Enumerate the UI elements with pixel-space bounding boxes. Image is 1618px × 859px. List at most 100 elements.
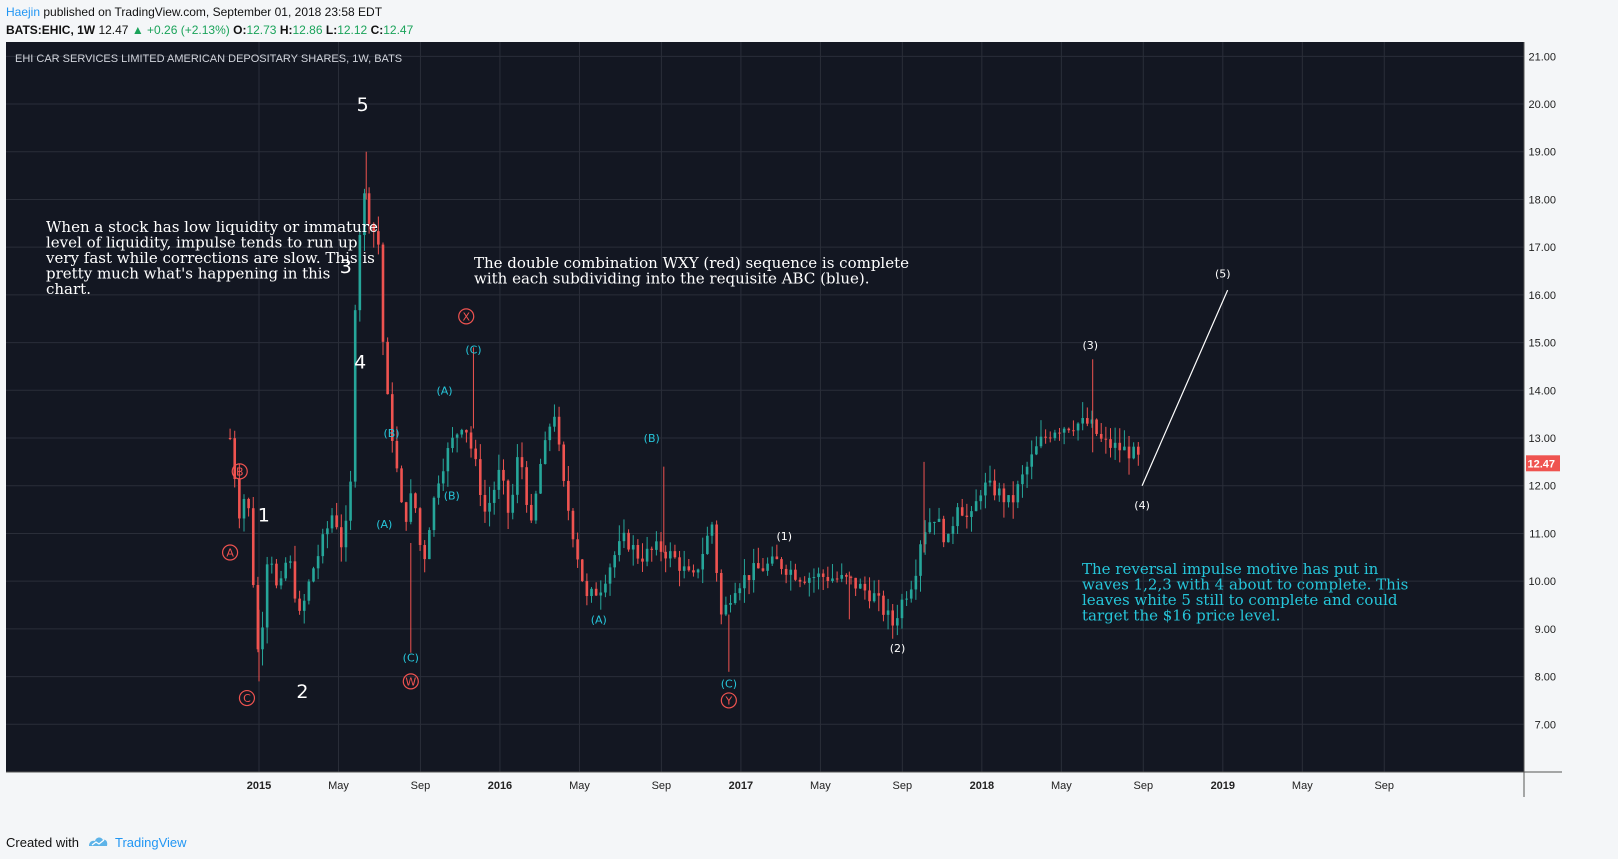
candle-body bbox=[432, 497, 436, 531]
candle-body bbox=[1127, 446, 1131, 459]
candle-body bbox=[1002, 488, 1006, 503]
x-tick-label: May bbox=[328, 780, 349, 792]
wave-label-cyan: (B) bbox=[383, 427, 399, 440]
close-value: 12.47 bbox=[383, 23, 414, 37]
candle-body bbox=[590, 588, 593, 597]
candle-body bbox=[1109, 439, 1112, 448]
candles bbox=[228, 151, 1140, 682]
annotation-note-line: pretty much what's happening in this bbox=[46, 265, 330, 283]
candle-body bbox=[404, 502, 408, 522]
candle-body bbox=[919, 544, 922, 576]
wave-label-C: C bbox=[243, 692, 251, 705]
candle-body bbox=[812, 577, 816, 579]
candle-body bbox=[645, 548, 649, 562]
candle-body bbox=[488, 502, 491, 512]
candle-body bbox=[1132, 446, 1135, 459]
candle-body bbox=[854, 577, 857, 589]
wave-label-cyan: (A) bbox=[376, 518, 392, 531]
candle-body bbox=[738, 588, 742, 594]
candle-body bbox=[682, 566, 686, 571]
x-tick-label: 2016 bbox=[488, 780, 512, 792]
candle-body bbox=[349, 481, 352, 521]
tradingview-link[interactable]: TradingView bbox=[114, 834, 187, 850]
candle-body bbox=[631, 544, 635, 550]
candle-body bbox=[1039, 436, 1043, 447]
candle-body bbox=[381, 244, 385, 342]
candle-body bbox=[428, 530, 431, 560]
y-tick-label: 11.00 bbox=[1529, 528, 1556, 540]
candle-body bbox=[872, 593, 876, 602]
candle-body bbox=[289, 561, 292, 563]
candle-body bbox=[733, 593, 737, 604]
last-price: 12.47 bbox=[98, 23, 129, 37]
candle-body bbox=[1076, 423, 1080, 431]
candle-body bbox=[970, 511, 973, 517]
annotation-note-line: level of liquidity, impulse tends to run… bbox=[46, 234, 357, 252]
created-with-label: Created with bbox=[6, 834, 79, 850]
candle-body bbox=[1123, 446, 1126, 451]
candle-body bbox=[951, 526, 955, 534]
x-tick-label: Sep bbox=[893, 780, 913, 792]
x-tick-label: Sep bbox=[652, 780, 672, 792]
annotation-note-line: leaves white 5 still to complete and cou… bbox=[1082, 591, 1398, 609]
candle-body bbox=[1072, 430, 1075, 432]
projection-line bbox=[1141, 289, 1229, 486]
candle-body bbox=[330, 515, 334, 529]
candle-body bbox=[372, 223, 376, 232]
candle-body bbox=[877, 593, 881, 596]
candle-body bbox=[386, 341, 389, 395]
x-tick-label: May bbox=[1051, 780, 1072, 792]
candle-body bbox=[599, 592, 603, 596]
candle-body bbox=[1030, 454, 1034, 467]
y-tick-label: 13.00 bbox=[1528, 433, 1556, 445]
x-tick-label: 2017 bbox=[729, 780, 753, 792]
candle-body bbox=[302, 600, 306, 611]
price-change: ▲ +0.26 (+2.13%) bbox=[131, 23, 230, 37]
author-link[interactable]: Haejin bbox=[6, 5, 41, 19]
candle-body bbox=[678, 557, 681, 571]
candle-body bbox=[516, 457, 519, 495]
candle-body bbox=[483, 495, 487, 512]
candle-body bbox=[594, 588, 598, 596]
wave-label-cyan: (C) bbox=[721, 678, 737, 691]
x-tick-label: 2019 bbox=[1211, 780, 1235, 792]
candle-body bbox=[418, 508, 422, 546]
wave-circle-W bbox=[402, 673, 419, 690]
price-axis-panel bbox=[1524, 42, 1562, 797]
candle-body bbox=[1016, 484, 1020, 503]
candle-body bbox=[849, 576, 853, 578]
candle-body bbox=[863, 583, 867, 591]
wave-label-A: A bbox=[226, 547, 234, 560]
tradingview-logo-icon[interactable] bbox=[87, 834, 109, 851]
y-tick-label: 7.00 bbox=[1535, 719, 1556, 731]
candle-body bbox=[520, 457, 524, 468]
candle-body bbox=[960, 507, 964, 516]
candle-body bbox=[886, 610, 890, 615]
candle-body bbox=[1021, 474, 1024, 485]
annotation-note-line: chart. bbox=[46, 280, 91, 298]
candle-body bbox=[502, 469, 505, 481]
candle-body bbox=[251, 508, 255, 585]
candle-body bbox=[1113, 442, 1117, 448]
candle-body bbox=[993, 480, 996, 496]
y-tick-label: 9.00 bbox=[1535, 624, 1556, 636]
candle-body bbox=[706, 535, 709, 554]
candle-body bbox=[608, 567, 612, 584]
candle-body bbox=[446, 448, 450, 472]
candle-body bbox=[344, 520, 348, 548]
candle-body bbox=[965, 515, 969, 517]
wave-circle-B bbox=[231, 463, 248, 480]
candle-body bbox=[882, 595, 885, 615]
candle-body bbox=[979, 495, 983, 502]
annotation-note-line: The double combination WXY (red) sequenc… bbox=[474, 254, 909, 272]
candle-body bbox=[641, 558, 644, 562]
close-label: C: bbox=[370, 23, 384, 37]
candle-body bbox=[1048, 437, 1052, 439]
candle-body bbox=[743, 575, 746, 589]
candle-body bbox=[789, 569, 793, 575]
candle-body bbox=[803, 581, 806, 583]
candle-body bbox=[692, 570, 695, 573]
candle-body bbox=[1011, 495, 1015, 503]
candle-body bbox=[363, 193, 366, 236]
